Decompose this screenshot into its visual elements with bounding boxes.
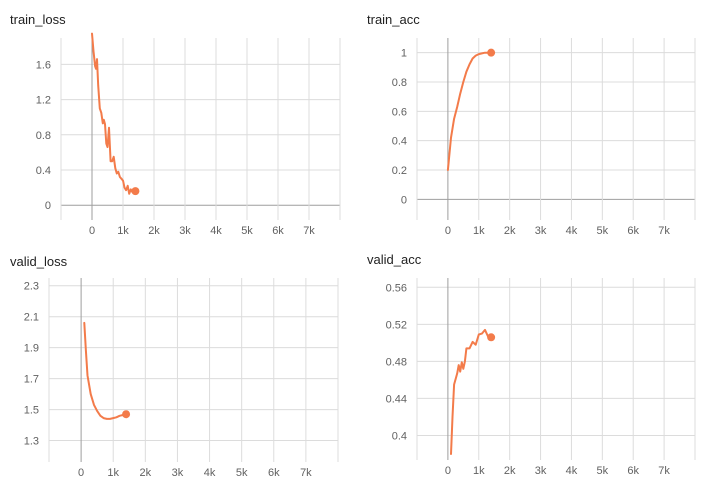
y-tick-label: 0.52 xyxy=(386,319,407,331)
x-tick-label: 2k xyxy=(148,225,160,237)
chart-panel-train-loss: train_loss 0 0.4 0.8 1.2 1.6 0 1k 2k 3k 4k 5k 6k 7k xyxy=(0,0,355,240)
chart-title: train_loss xyxy=(10,12,66,27)
valid-loss-chart: 1.3 1.5 1.7 1.9 2.1 2.3 0 1k 2k 3k 4k 5k 6k 7k xyxy=(24,278,339,479)
y-tick-label: 0.4 xyxy=(36,165,51,177)
x-tick-label: 1k xyxy=(107,467,119,479)
x-tick-label: 7k xyxy=(300,467,312,479)
x-tick-label: 5k xyxy=(236,467,248,479)
y-tick-label: 1.5 xyxy=(24,405,39,417)
y-tick-label: 0.2 xyxy=(392,165,407,177)
x-tick-label: 4k xyxy=(204,467,216,479)
x-tick-label: 3k xyxy=(535,465,547,477)
series-last-point xyxy=(487,333,496,342)
y-tick-label: 0.44 xyxy=(386,393,407,405)
series-line xyxy=(450,328,493,455)
x-tick-label: 3k xyxy=(179,225,191,237)
x-tick-label: 6k xyxy=(627,465,639,477)
chart-title: valid_loss xyxy=(10,254,68,269)
x-tick-label: 4k xyxy=(566,225,578,237)
valid-acc-chart: 0.4 0.44 0.48 0.52 0.56 0 1k 2k 3k 4k 5k 6k 7k xyxy=(386,278,696,477)
y-tick-label: 0.4 xyxy=(392,136,407,148)
x-tick-label: 7k xyxy=(658,225,670,237)
y-tick-label: 1 xyxy=(401,48,407,60)
series-last-point xyxy=(487,48,496,57)
series-last-point xyxy=(122,410,131,419)
x-tick-label: 6k xyxy=(268,467,280,479)
y-tick-label: 2.3 xyxy=(24,281,39,293)
y-tick-label: 0 xyxy=(45,200,51,212)
chart-title: valid_acc xyxy=(367,252,422,267)
train-loss-chart: 0 0.4 0.8 1.2 1.6 0 1k 2k 3k 4k 5k 6k 7k xyxy=(36,32,341,237)
y-tick-label: 0.8 xyxy=(36,130,51,142)
x-tick-label: 7k xyxy=(658,465,670,477)
x-tick-label: 0 xyxy=(445,225,451,237)
x-tick-label: 6k xyxy=(627,225,639,237)
x-tick-label: 5k xyxy=(597,465,609,477)
x-tick-label: 1k xyxy=(473,465,485,477)
x-tick-label: 0 xyxy=(445,465,451,477)
x-tick-label: 3k xyxy=(172,467,184,479)
y-tick-label: 1.2 xyxy=(36,95,51,107)
train-acc-chart: 0 0.2 0.4 0.6 0.8 1 0 1k 2k 3k 4k 5k 6k 7k xyxy=(392,38,696,237)
y-tick-label: 0.4 xyxy=(392,430,407,442)
x-tick-label: 2k xyxy=(140,467,152,479)
chart-panel-train-acc: train_acc 0 0.2 0.4 0.6 0.8 1 0 1k 2k 3k 4k 5k 6k 7k xyxy=(355,0,710,240)
y-tick-label: 2.1 xyxy=(24,312,39,324)
x-tick-label: 4k xyxy=(210,225,222,237)
y-tick-label: 1.6 xyxy=(36,59,51,71)
x-tick-label: 0 xyxy=(89,225,95,237)
chart-panel-valid-loss: valid_loss 1.3 1.5 1.7 1.9 2.1 2.3 0 1k 2k 3k 4k 5k… xyxy=(0,240,355,480)
y-tick-label: 0.56 xyxy=(386,282,407,294)
chart-title: train_acc xyxy=(367,12,420,27)
y-tick-label: 0.8 xyxy=(392,77,407,89)
x-tick-label: 1k xyxy=(117,225,129,237)
x-tick-label: 7k xyxy=(303,225,315,237)
x-tick-label: 2k xyxy=(504,465,516,477)
y-tick-label: 1.3 xyxy=(24,436,39,448)
x-tick-label: 6k xyxy=(272,225,284,237)
x-tick-label: 2k xyxy=(504,225,516,237)
x-tick-label: 3k xyxy=(535,225,547,237)
series-line xyxy=(83,321,128,420)
x-tick-label: 4k xyxy=(566,465,578,477)
y-tick-label: 1.9 xyxy=(24,343,39,355)
y-tick-label: 0.48 xyxy=(386,356,407,368)
y-tick-label: 0 xyxy=(401,194,407,206)
x-tick-label: 1k xyxy=(473,225,485,237)
x-tick-label: 0 xyxy=(78,467,84,479)
series-line xyxy=(446,51,493,171)
series-last-point xyxy=(131,187,140,196)
y-tick-label: 0.6 xyxy=(392,106,407,118)
y-tick-label: 1.7 xyxy=(24,374,39,386)
chart-panel-valid-acc: valid_acc 0.4 0.44 0.48 0.52 0.56 0 1k 2k 3k 4k 5k… xyxy=(355,240,710,480)
x-tick-label: 5k xyxy=(597,225,609,237)
series-line xyxy=(91,32,137,195)
x-tick-label: 5k xyxy=(241,225,253,237)
